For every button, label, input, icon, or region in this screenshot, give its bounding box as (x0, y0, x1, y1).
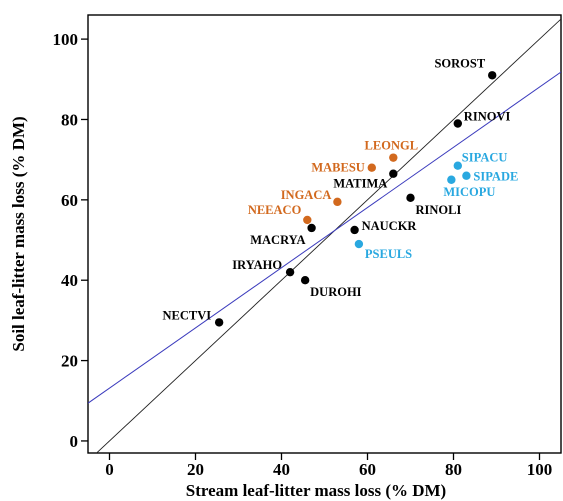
y-tick-label: 100 (53, 30, 79, 49)
y-tick-label: 40 (61, 271, 78, 290)
data-point-micopu (447, 175, 456, 184)
data-point-sipade (462, 171, 471, 180)
data-point-sorost (488, 71, 497, 80)
plot-frame (87, 14, 562, 454)
point-label-mabesu: MABESU (311, 161, 364, 175)
data-point-sipacu (453, 161, 462, 170)
x-axis: 0 20 40 60 80 100 (105, 453, 552, 479)
point-label-sipacu: SIPACU (462, 151, 508, 165)
point-label-sorost: SOROST (434, 56, 485, 70)
point-label-leongl: LEONGL (365, 139, 419, 153)
point-label-matima: MATIMA (333, 177, 387, 191)
point-label-sipade: SIPADE (473, 170, 518, 184)
x-tick-label: 60 (359, 460, 376, 479)
data-point-leongl (389, 153, 398, 162)
x-tick-label: 100 (527, 460, 553, 479)
data-point-iryaho (285, 267, 295, 277)
point-label-ingaca: INGACA (281, 188, 332, 202)
data-point-durohi (300, 276, 310, 285)
x-tick-label: 0 (105, 460, 114, 479)
data-point-nectvi (214, 318, 224, 327)
data-point-ingaca (333, 197, 342, 207)
point-label-neeaco: NEEACO (248, 203, 302, 217)
points-layer (214, 71, 497, 327)
y-tick-label: 20 (61, 352, 78, 371)
identity-line (95, 18, 561, 453)
x-tick-label: 40 (273, 460, 290, 479)
point-label-macrya: MACRYA (250, 233, 305, 247)
data-point-nauckr (350, 225, 359, 235)
x-axis-title: Stream leaf-litter mass loss (% DM) (186, 481, 446, 500)
y-tick-label: 80 (61, 110, 78, 129)
point-label-rinovi: RINOVI (464, 109, 511, 123)
point-label-nauckr: NAUCKR (362, 219, 418, 233)
data-point-matima (389, 169, 398, 178)
data-point-neeaco (303, 215, 312, 225)
data-point-pseuls (354, 239, 364, 249)
data-point-rinovi (453, 119, 462, 128)
regression-line (88, 71, 561, 404)
y-axis: 0 20 40 60 80 100 (53, 30, 88, 451)
x-tick-label: 20 (187, 460, 204, 479)
point-label-durohi: DUROHI (310, 285, 362, 299)
lines-layer (88, 18, 561, 453)
point-label-iryaho: IRYAHO (232, 258, 282, 272)
point-label-pseuls: PSEULS (365, 247, 412, 261)
data-point-mabesu (367, 163, 376, 172)
y-tick-label: 0 (70, 432, 79, 451)
x-tick-label: 80 (445, 460, 462, 479)
point-label-rinoli: RINOLI (416, 203, 462, 217)
data-point-rinoli (406, 193, 415, 203)
data-point-macrya (307, 223, 316, 233)
y-axis-title: Soil leaf-litter mass loss (% DM) (9, 116, 28, 351)
point-label-nectvi: NECTVI (163, 308, 212, 322)
point-label-micopu: MICOPU (443, 185, 495, 199)
y-tick-label: 60 (61, 191, 78, 210)
